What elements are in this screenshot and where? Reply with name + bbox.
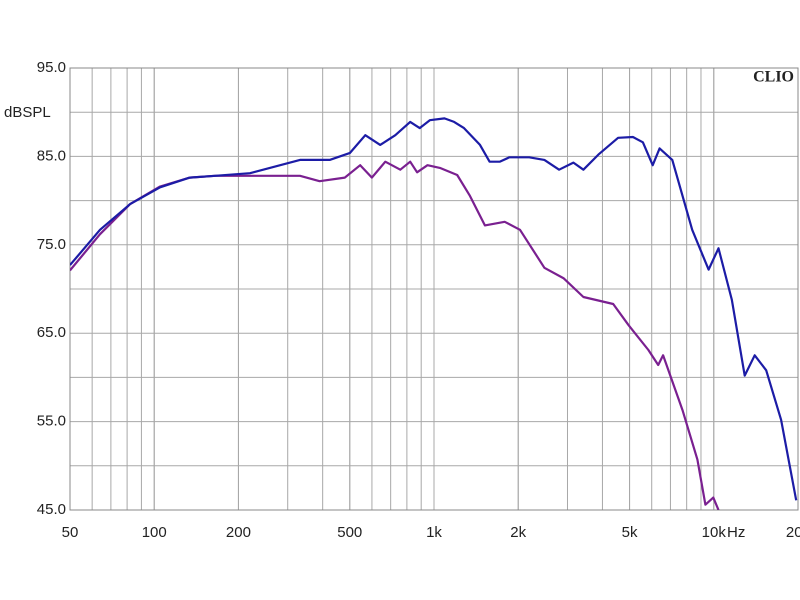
y-tick-label: 85.0: [37, 147, 66, 164]
plot-frame: [69, 67, 799, 511]
annotation: CLIO: [753, 69, 794, 86]
x-tick-label: 500: [337, 524, 362, 541]
x-tick-label: 200: [226, 524, 251, 541]
series-line: [70, 117, 798, 501]
x-tick-label: 1k: [426, 524, 442, 541]
x-axis-label: Hz: [727, 524, 745, 541]
x-tick-label: 10k: [702, 524, 727, 541]
y-tick-label: 65.0: [37, 324, 66, 341]
y-tick-label: 95.0: [37, 59, 66, 76]
y-tick-label: 55.0: [37, 413, 66, 430]
x-tick-label: 100: [142, 524, 167, 541]
y-tick-label: 45.0: [37, 501, 66, 518]
x-tick-label: 50: [62, 524, 79, 541]
x-tick-label: 20k: [786, 524, 800, 541]
y-axis-label: dBSPL: [4, 104, 51, 121]
series-line: [70, 160, 720, 510]
grid: [69, 67, 799, 511]
x-tick-label: 5k: [622, 524, 638, 541]
x-tick-label: 2k: [510, 524, 526, 541]
y-tick-label: 75.0: [37, 236, 66, 253]
